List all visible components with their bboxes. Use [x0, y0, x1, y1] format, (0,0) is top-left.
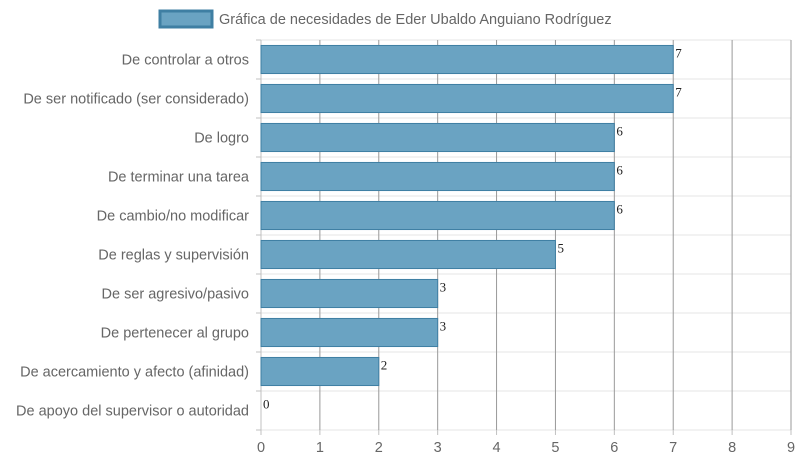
x-tick-label: 9 — [787, 440, 795, 456]
bar[interactable] — [260, 122, 615, 153]
data-label: 3 — [440, 318, 447, 333]
data-label: 6 — [616, 162, 623, 177]
bar[interactable] — [260, 83, 674, 114]
bar[interactable] — [260, 239, 556, 270]
bar[interactable] — [260, 356, 380, 387]
bar[interactable] — [260, 317, 439, 348]
category-label: De controlar a otros — [122, 53, 249, 69]
bar[interactable] — [260, 278, 439, 309]
x-tick-label: 3 — [434, 440, 442, 456]
x-tick-label: 6 — [610, 440, 618, 456]
data-label: 0 — [263, 396, 270, 411]
legend-label[interactable]: Gráfica de necesidades de Eder Ubaldo An… — [219, 12, 612, 28]
category-label: De logro — [194, 131, 249, 147]
bar[interactable] — [260, 44, 674, 75]
data-label: 7 — [675, 84, 682, 99]
x-tick-label: 8 — [728, 440, 736, 456]
category-labels: De controlar a otros De ser notificado (s… — [16, 53, 250, 420]
category-label: De ser notificado (ser considerado) — [23, 92, 249, 108]
x-tick-label: 0 — [257, 440, 265, 456]
category-label: De terminar una tarea — [108, 170, 250, 186]
category-label: De apoyo del supervisor o autoridad — [16, 404, 249, 420]
legend-swatch[interactable] — [158, 9, 214, 29]
category-label: De acercamiento y afecto (afinidad) — [20, 365, 249, 381]
legend[interactable]: Gráfica de necesidades de Eder Ubaldo An… — [158, 9, 612, 29]
x-tick-label: 1 — [316, 440, 324, 456]
data-label: 6 — [616, 201, 623, 216]
category-label: De cambio/no modificar — [97, 209, 249, 225]
x-tick-label: 5 — [551, 440, 559, 456]
category-label: De reglas y supervisión — [98, 248, 249, 264]
bar[interactable] — [260, 200, 615, 231]
x-tick-label: 2 — [375, 440, 383, 456]
data-label: 5 — [557, 240, 564, 255]
bars — [260, 44, 674, 387]
category-label: De ser agresivo/pasivo — [102, 287, 250, 303]
category-label: De pertenecer al grupo — [101, 326, 249, 342]
data-label: 2 — [381, 357, 388, 372]
data-label: 6 — [616, 123, 623, 138]
bar[interactable] — [260, 161, 615, 192]
data-label: 3 — [440, 279, 447, 294]
x-tick-label: 4 — [493, 440, 501, 456]
data-labels: 7 7 6 6 6 5 3 3 2 0 — [263, 45, 682, 411]
x-tick-label: 7 — [669, 440, 677, 456]
data-label: 7 — [675, 45, 682, 60]
x-tick-labels: 0 1 2 3 4 5 6 7 8 9 — [257, 440, 795, 456]
